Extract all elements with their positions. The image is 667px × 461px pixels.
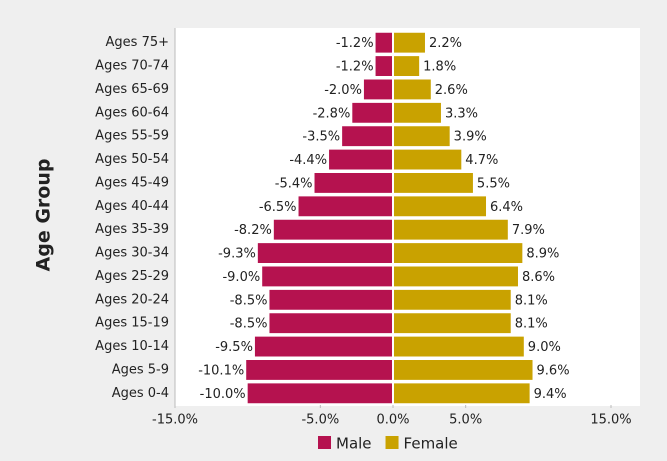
bar: [393, 196, 487, 217]
data-label: 4.7%: [465, 153, 498, 168]
data-label: -2.8%: [313, 106, 351, 121]
data-label: 3.9%: [454, 130, 487, 145]
data-label: 9.4%: [534, 387, 567, 402]
x-tick-label: -15.0%: [152, 413, 198, 428]
bar: [375, 56, 393, 76]
bar: [342, 126, 393, 147]
bar: [329, 149, 393, 170]
y-tick-label: Ages 60-64: [95, 105, 169, 120]
data-label: -8.5%: [230, 293, 268, 308]
bar: [393, 56, 420, 76]
bar: [393, 173, 473, 193]
legend-label: Male: [336, 435, 372, 453]
data-label: -6.5%: [259, 200, 297, 215]
data-label: 2.2%: [429, 36, 462, 51]
bar: [273, 219, 393, 240]
bar: [254, 336, 393, 357]
bar: [246, 360, 393, 380]
data-label: 8.1%: [515, 293, 548, 308]
bar: [363, 79, 393, 100]
data-label: -5.4%: [275, 176, 313, 191]
data-label: -3.5%: [302, 130, 340, 145]
data-label: 8.6%: [522, 270, 555, 285]
legend-swatch: [385, 436, 399, 449]
bar: [393, 266, 518, 287]
bar: [393, 360, 533, 380]
bar: [393, 383, 530, 404]
x-tick-label: 0.0%: [376, 413, 409, 428]
data-label: -10.0%: [200, 387, 246, 402]
data-label: 9.6%: [537, 363, 570, 378]
y-tick-label: Ages 5-9: [112, 362, 169, 377]
x-tick-label: 15.0%: [590, 413, 631, 428]
data-label: 8.9%: [526, 247, 559, 262]
bar: [393, 79, 431, 100]
bar: [393, 336, 524, 357]
data-label: -1.2%: [336, 60, 374, 75]
y-tick-label: Ages 70-74: [95, 59, 169, 74]
bar: [352, 102, 393, 123]
bar: [247, 383, 393, 404]
data-label: 1.8%: [423, 60, 456, 75]
y-tick-label: Ages 0-4: [112, 386, 169, 401]
bar: [393, 126, 450, 147]
bar: [393, 313, 511, 334]
data-label: -9.3%: [218, 247, 256, 262]
y-axis-title: Age Group: [33, 159, 55, 272]
data-label: -8.2%: [234, 223, 272, 238]
y-tick-label: Ages 35-39: [95, 222, 169, 237]
bar: [257, 243, 393, 263]
legend-swatch: [318, 436, 331, 449]
data-label: -1.2%: [336, 36, 374, 51]
bar: [298, 196, 393, 217]
legend-label: Female: [404, 435, 458, 453]
data-label: -9.0%: [222, 270, 260, 285]
y-tick-label: Ages 45-49: [95, 175, 169, 190]
y-tick-label: Ages 20-24: [95, 292, 169, 307]
data-label: -8.5%: [230, 317, 268, 332]
bar: [269, 289, 393, 310]
data-label: -4.4%: [289, 153, 327, 168]
x-tick-label: 5.0%: [449, 413, 482, 428]
y-tick-label: Ages 40-44: [95, 199, 169, 214]
data-label: 3.3%: [445, 106, 478, 121]
data-label: 5.5%: [477, 176, 510, 191]
y-tick-label: Ages 50-54: [95, 152, 169, 167]
y-tick-label: Ages 55-59: [95, 129, 169, 144]
data-label: -2.0%: [324, 83, 362, 98]
y-tick-label: Ages 10-14: [95, 339, 169, 354]
bar: [393, 219, 508, 240]
data-label: -10.1%: [198, 363, 244, 378]
y-tick-label: Ages 15-19: [95, 316, 169, 331]
data-label: -9.5%: [215, 340, 253, 355]
data-label: 6.4%: [490, 200, 523, 215]
y-tick-label: Ages 25-29: [95, 269, 169, 284]
bar: [393, 289, 511, 310]
data-label: 9.0%: [528, 340, 561, 355]
bar: [314, 173, 393, 193]
bar: [375, 32, 393, 53]
data-label: 7.9%: [512, 223, 545, 238]
x-tick-label: -5.0%: [301, 413, 339, 428]
y-tick-label: Ages 75+: [106, 35, 169, 50]
bar: [393, 32, 425, 53]
bar: [262, 266, 393, 287]
data-label: 8.1%: [515, 317, 548, 332]
y-tick-label: Ages 65-69: [95, 82, 169, 97]
bar: [393, 102, 441, 123]
bar: [269, 313, 393, 334]
bar: [393, 243, 523, 263]
bar: [393, 149, 462, 170]
data-label: 2.6%: [435, 83, 468, 98]
y-tick-label: Ages 30-34: [95, 246, 169, 261]
